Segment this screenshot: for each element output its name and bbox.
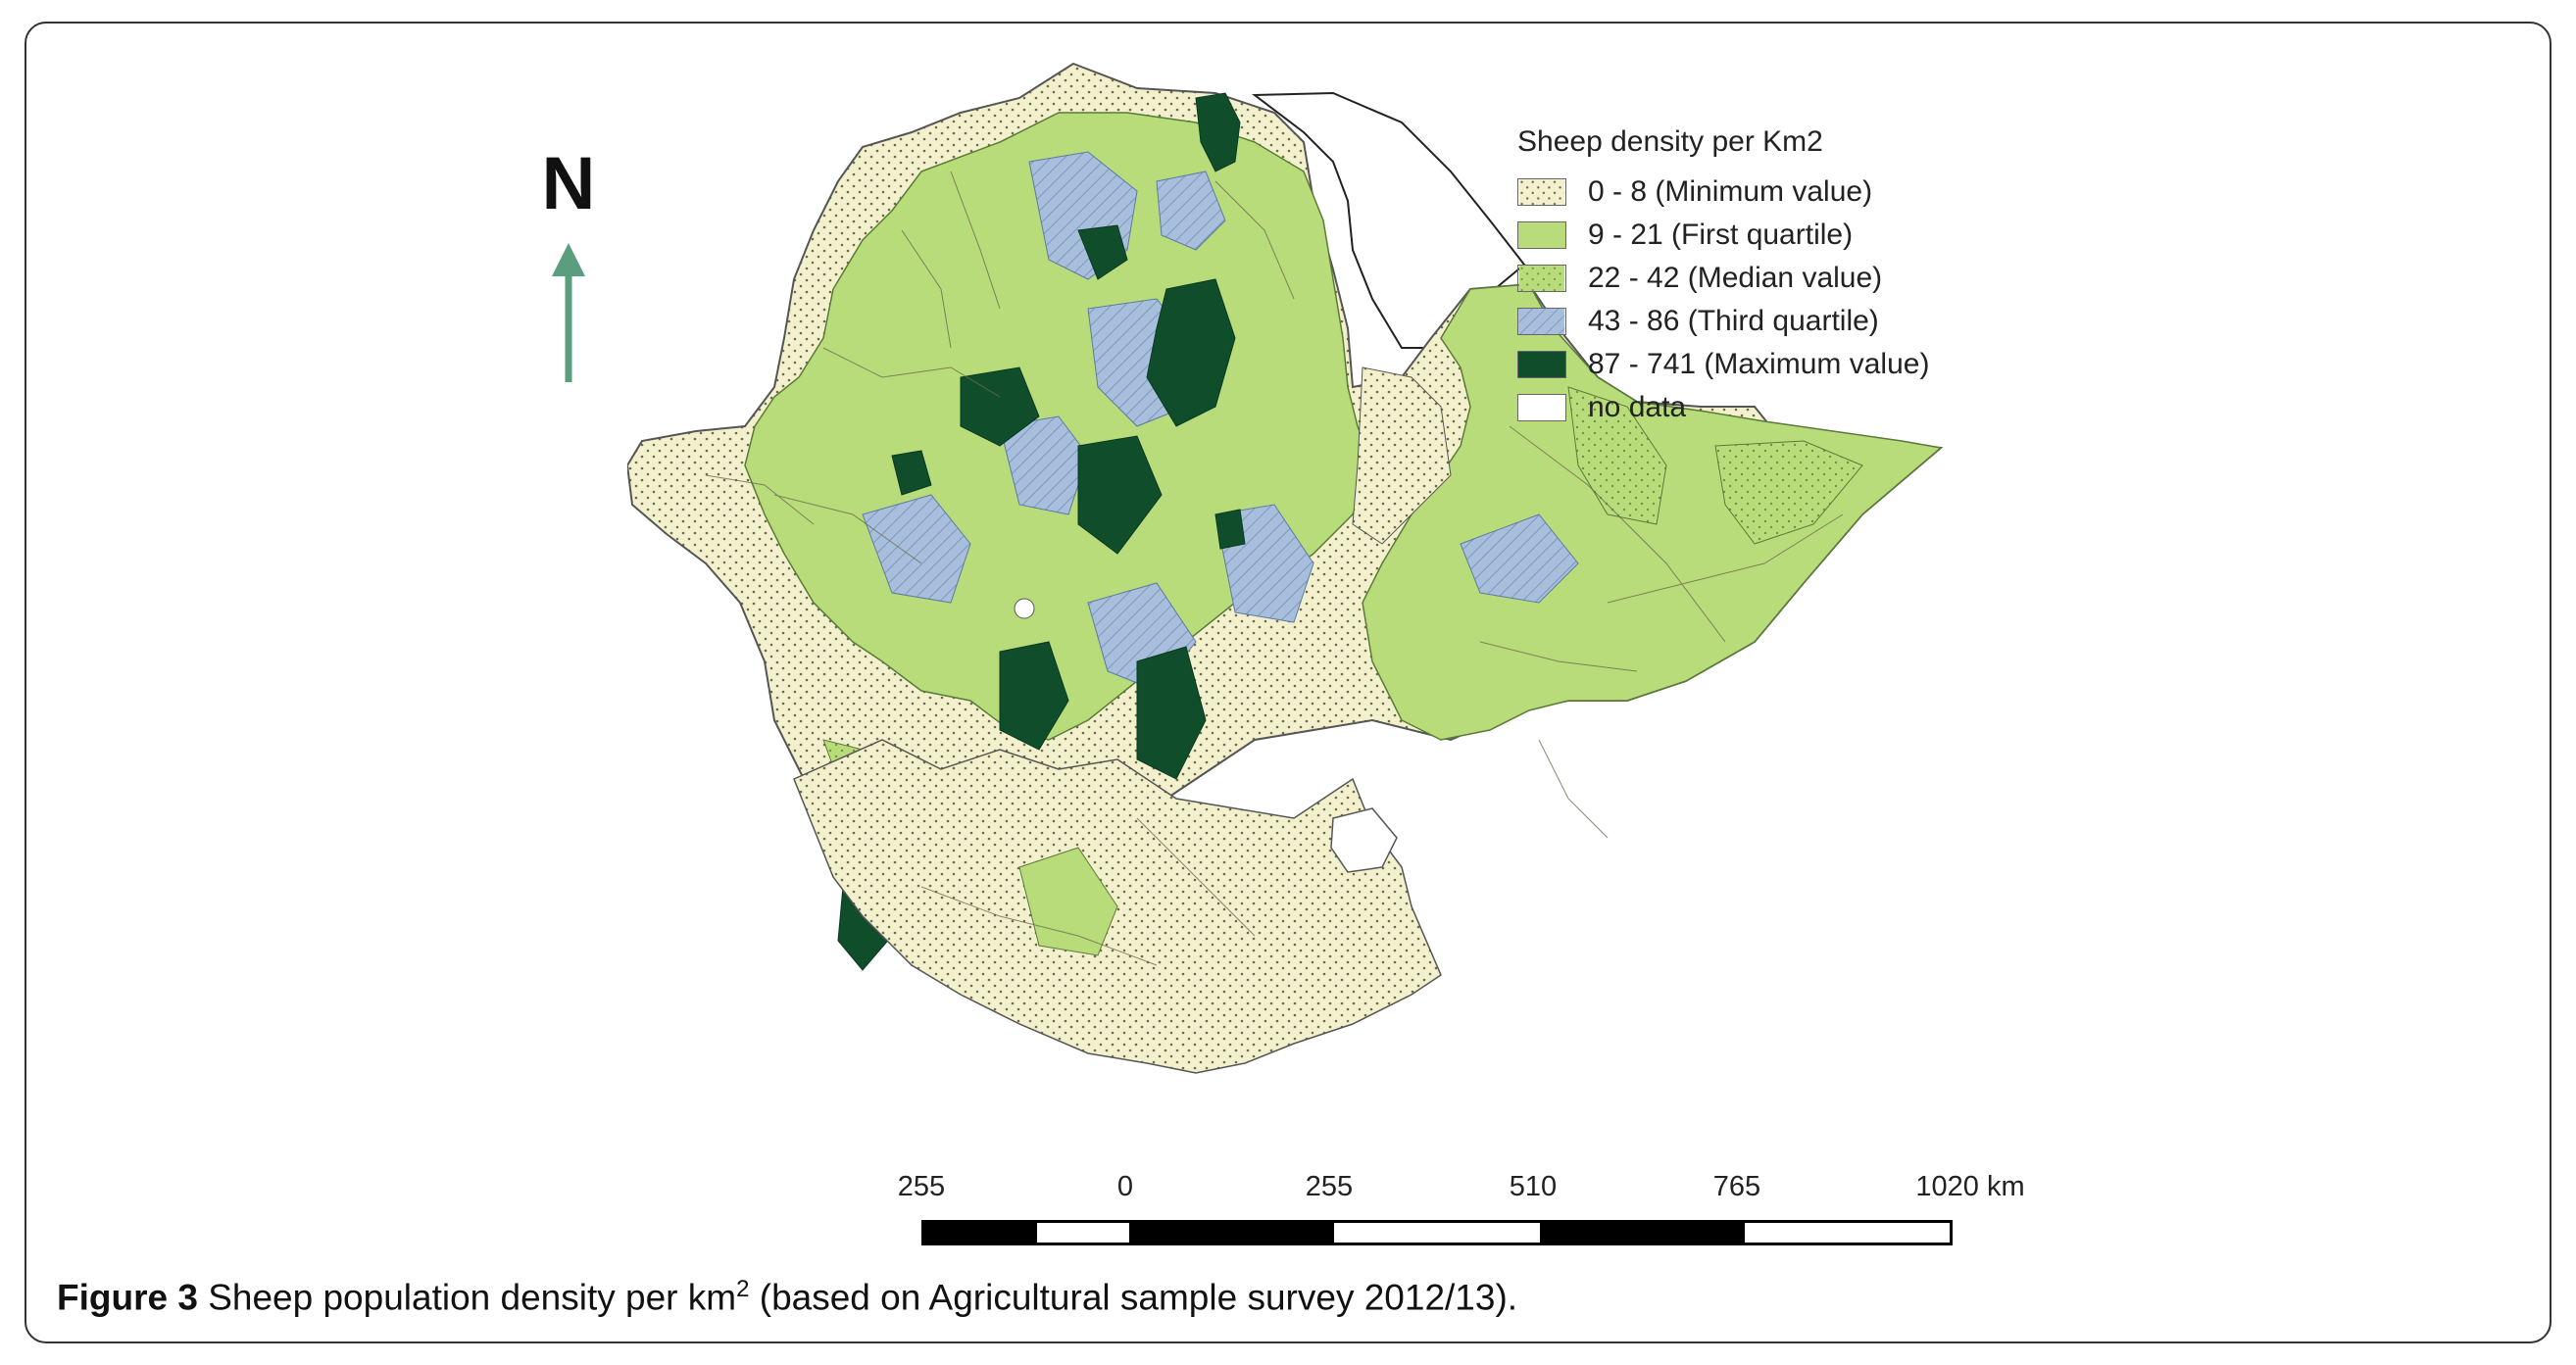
scale-tick: 255: [1305, 1171, 1354, 1202]
north-arrow-icon: [552, 243, 585, 382]
region-minimum-east: [1352, 366, 1452, 545]
region-maximum-10: [1214, 509, 1246, 550]
legend-label: 0 - 8 (Minimum value): [1588, 175, 1873, 208]
region-third-quartile-4: [862, 494, 971, 604]
legend-label: 22 - 42 (Median value): [1588, 262, 1883, 294]
region-maximum-2: [1146, 278, 1236, 427]
scale-bar: 255 0 255 510 765 1020 km: [898, 1171, 2039, 1249]
region-maximum-1: [1195, 92, 1241, 172]
region-median-2: [1714, 440, 1863, 545]
scale-tick: 765: [1712, 1171, 1761, 1202]
legend-swatch-minimum: [1517, 178, 1566, 206]
region-third-quartile-7: [1460, 513, 1579, 604]
legend-item-third-quartile: 43 - 86 (Third quartile): [1517, 300, 1929, 343]
scale-tick: 0: [1116, 1171, 1134, 1202]
region-maximum-6: [1136, 646, 1207, 780]
scale-tick: 510: [1509, 1171, 1558, 1202]
lake: [1330, 807, 1398, 873]
legend-label: 43 - 86 (Third quartile): [1588, 305, 1879, 337]
legend-item-first-quartile: 9 - 21 (First quartile): [1517, 214, 1929, 257]
legend-swatch-maximum: [1517, 351, 1566, 378]
caption-figure-number: Figure 3: [57, 1277, 198, 1318]
legend-swatch-no-data: [1517, 394, 1566, 421]
scale-bar-graphic: [921, 1220, 1953, 1245]
region-maximum-7: [891, 450, 932, 496]
legend-label: no data: [1588, 391, 1687, 423]
north-label: N: [541, 142, 596, 225]
region-maximum-5: [999, 641, 1069, 751]
legend-swatch-median: [1517, 265, 1566, 292]
legend-item-maximum: 87 - 741 (Maximum value): [1517, 343, 1929, 386]
caption-text: Sheep population density per km: [208, 1277, 737, 1318]
legend-item-minimum: 0 - 8 (Minimum value): [1517, 171, 1929, 214]
region-maximum-4: [1077, 435, 1163, 555]
legend-label: 9 - 21 (First quartile): [1588, 219, 1854, 251]
legend-swatch-first-quartile: [1517, 221, 1566, 249]
north-indicator: N: [534, 147, 603, 402]
legend-swatch-third-quartile: [1517, 308, 1566, 335]
legend-item-median: 22 - 42 (Median value): [1517, 257, 1929, 300]
region-maximum-8: [1077, 224, 1128, 280]
caption-text-after: (based on Agricultural sample survey 201…: [759, 1277, 1518, 1318]
region-third-quartile-8: [1156, 171, 1226, 251]
scale-tick: 255: [897, 1171, 946, 1202]
region-maximum-3: [960, 366, 1040, 447]
caption-superscript: 2: [736, 1276, 750, 1302]
figure-caption: Figure 3 Sheep population density per km…: [57, 1276, 1517, 1318]
legend-label: 87 - 741 (Maximum value): [1588, 348, 1930, 380]
ethiopia-map: [627, 62, 1944, 1074]
scale-tick: 1020 km: [1915, 1171, 2025, 1202]
legend-item-no-data: no data: [1517, 386, 1929, 429]
legend-title: Sheep density per Km2: [1517, 125, 1823, 158]
map-legend: Sheep density per Km2 0 - 8 (Minimum val…: [1517, 125, 1929, 429]
